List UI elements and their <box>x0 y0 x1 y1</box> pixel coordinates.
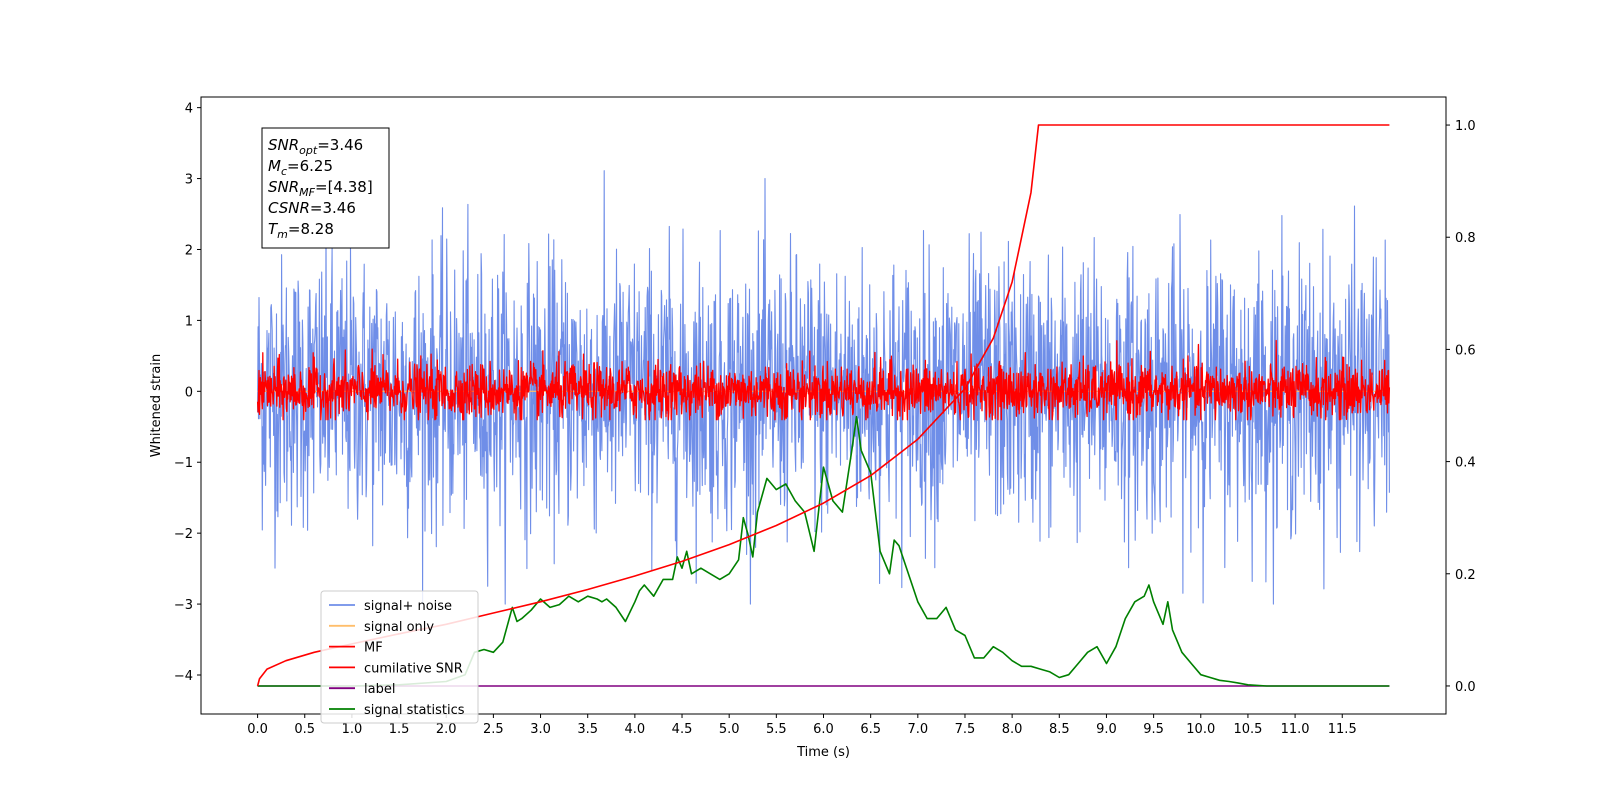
x-tick-label: 6.0 <box>813 722 834 737</box>
x-tick-label: 9.0 <box>1096 722 1117 737</box>
x-tick-label: 0.0 <box>247 722 268 737</box>
annotation-line: SNRopt=3.46 <box>268 136 363 157</box>
legend-label: MF <box>364 641 383 656</box>
y2-tick-label: 0.2 <box>1455 568 1476 583</box>
x-tick-label: 1.5 <box>389 722 410 737</box>
legend-label: cumilative SNR <box>364 661 463 676</box>
x-tick-label: 5.5 <box>766 722 787 737</box>
x-tick-label: 2.0 <box>436 722 457 737</box>
y2-tick-label: 0.4 <box>1455 456 1476 471</box>
y-tick-label: −3 <box>174 598 193 613</box>
annotation-line: SNRMF=[4.38] <box>268 178 373 199</box>
x-tick-label: 2.5 <box>483 722 504 737</box>
x-tick-label: 11.0 <box>1281 722 1310 737</box>
x-tick-label: 7.5 <box>955 722 976 737</box>
y-tick-label: 4 <box>185 102 193 117</box>
y-tick-label: 0 <box>185 385 193 400</box>
legend-label: signal statistics <box>364 703 465 718</box>
y-tick-label: −2 <box>174 527 193 542</box>
annotation-frame <box>261 127 390 249</box>
series-signal-statistics-line <box>257 415 1390 687</box>
legend-label: label <box>364 682 395 697</box>
x-tick-label: 4.0 <box>625 722 646 737</box>
y-axis-left: 4 3 2 1 0 −1 −2 −3 −4 <box>174 102 201 684</box>
y-tick-label: 3 <box>185 173 193 188</box>
y-tick-label: −4 <box>174 669 193 684</box>
y-tick-label: 2 <box>185 243 193 258</box>
x-tick-label: 9.5 <box>1143 722 1164 737</box>
y2-tick-label: 0.6 <box>1455 343 1476 358</box>
y-axis-right: 1.0 0.8 0.6 0.4 0.2 0.0 <box>1446 119 1476 695</box>
x-axis: 0.0 0.5 1.0 1.5 2.0 2.5 3.0 3.5 4.0 4.5 5.0 5.5 6.0 6… <box>247 714 1357 737</box>
legend-label: signal only <box>364 620 434 635</box>
x-tick-label: 8.5 <box>1049 722 1070 737</box>
y-tick-label: −1 <box>174 456 193 471</box>
x-tick-label: 4.5 <box>672 722 693 737</box>
x-tick-label: 11.5 <box>1328 722 1357 737</box>
y2-tick-label: 0.8 <box>1455 231 1476 246</box>
annotation-line: Tm=8.28 <box>268 220 334 241</box>
x-tick-label: 3.5 <box>577 722 598 737</box>
x-axis-title: Time (s) <box>796 745 850 760</box>
x-tick-label: 10.0 <box>1186 722 1215 737</box>
y-axis-title: Whitened strain <box>149 354 164 457</box>
x-tick-label: 0.5 <box>294 722 315 737</box>
x-tick-label: 7.0 <box>907 722 928 737</box>
x-tick-label: 8.0 <box>1002 722 1023 737</box>
x-tick-label: 3.0 <box>530 722 551 737</box>
x-tick-label: 10.5 <box>1233 722 1262 737</box>
annotation-line: Mc=6.25 <box>268 157 333 178</box>
legend: signal+ noise signal only MF cumilative SNR… <box>320 590 479 724</box>
legend-label: signal+ noise <box>364 599 452 614</box>
x-tick-label: 6.5 <box>860 722 881 737</box>
y2-tick-label: 1.0 <box>1455 119 1476 134</box>
y2-tick-label: 0.0 <box>1455 680 1476 695</box>
annotation-line: CSNR=3.46 <box>268 199 356 217</box>
x-tick-label: 5.0 <box>719 722 740 737</box>
y-tick-label: 1 <box>185 314 193 329</box>
series-mf-line <box>256 339 1391 421</box>
x-tick-label: 1.0 <box>342 722 363 737</box>
legend-frame <box>320 590 479 724</box>
